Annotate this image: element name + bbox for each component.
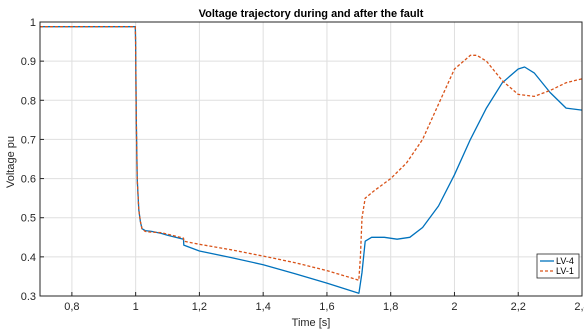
y-axis-label: Voltage pu	[5, 136, 17, 188]
y-tick-label: 0.4	[21, 252, 36, 264]
tick-labels: 0,8 1 1,2 1,4 1,6 1,8 2 2,2 2,4 0.3 0.4 0.5 0.6 0.7 0.…	[21, 17, 584, 313]
chart-title: Voltage trajectory during and after the …	[199, 8, 424, 20]
ticks	[40, 21, 583, 297]
y-tick-label: 0.5	[21, 213, 36, 225]
legend-label: LV-4	[556, 256, 574, 266]
plot-area	[40, 22, 582, 296]
legend-label: LV-1	[556, 266, 574, 276]
x-tick-label: 1	[133, 301, 139, 313]
x-tick-label: 0,8	[64, 301, 79, 313]
x-tick-label: 1,2	[192, 301, 207, 313]
x-tick-label: 1,6	[319, 301, 334, 313]
series-layer	[40, 26, 583, 294]
x-tick-label: 1,4	[256, 301, 271, 313]
x-tick-label: 1,8	[383, 301, 398, 313]
y-tick-label: 0.6	[21, 174, 36, 186]
y-tick-label: 1	[30, 17, 36, 29]
y-tick-label: 0.9	[21, 56, 36, 68]
x-axis-label: Time [s]	[292, 317, 331, 329]
y-tick-label: 0.8	[21, 95, 36, 107]
x-tick-label: 2	[451, 301, 457, 313]
x-tick-label: 2,4	[574, 301, 584, 313]
legend: LV-4LV-1	[536, 253, 580, 279]
plot-frame	[39, 21, 583, 297]
y-tick-label: 0.7	[21, 134, 36, 146]
legend-box	[536, 253, 580, 279]
x-tick-label: 2,2	[511, 301, 526, 313]
series-line-lv-1	[40, 26, 583, 281]
y-tick-label: 0.3	[21, 291, 36, 303]
